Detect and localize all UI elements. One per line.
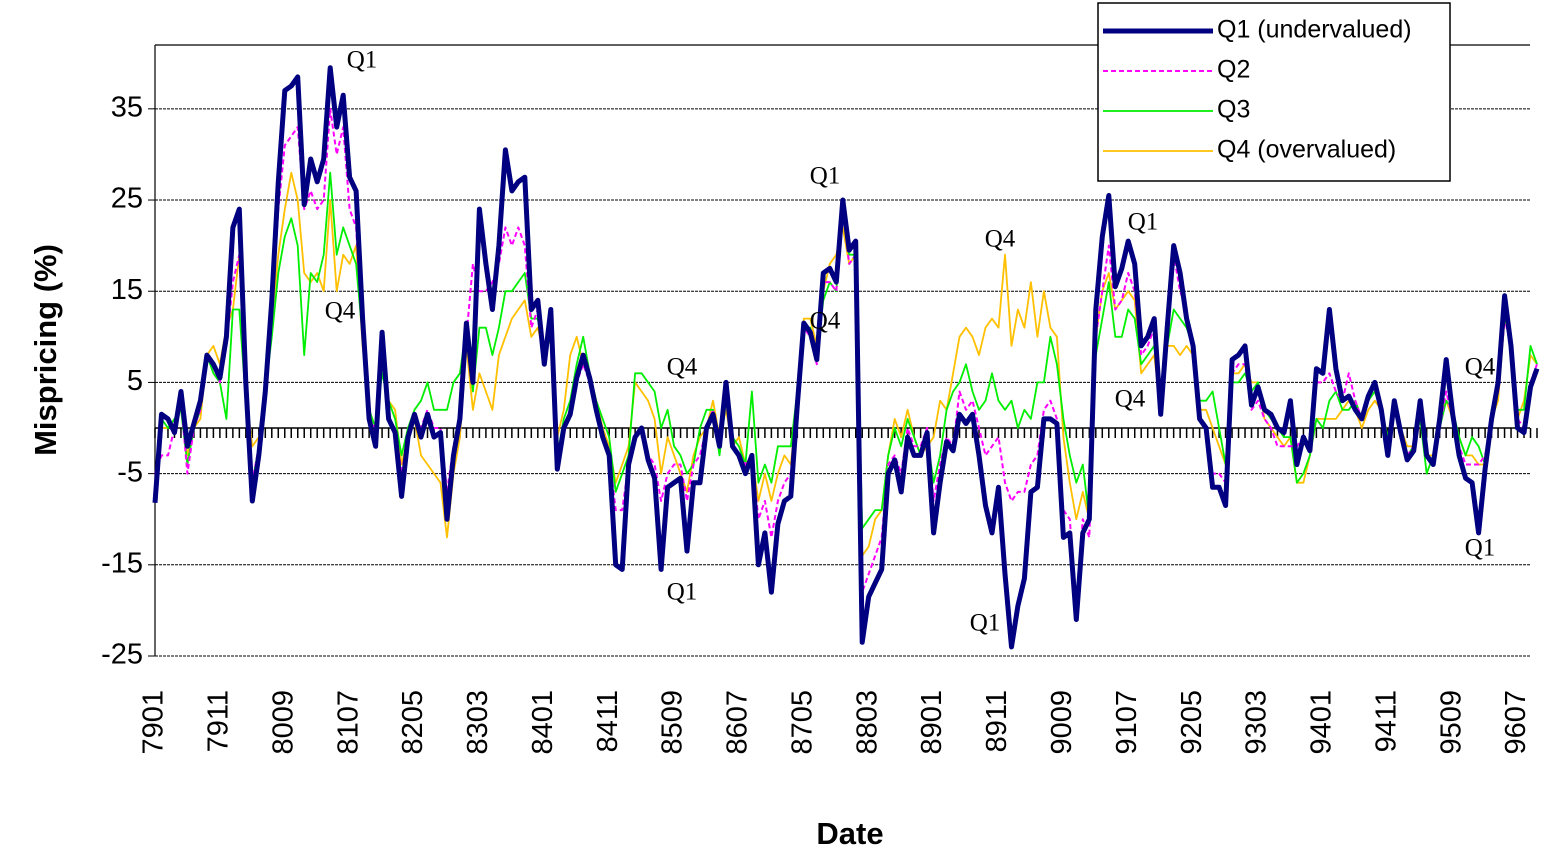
annotation: Q1 <box>1128 209 1159 236</box>
annotation: Q1 <box>970 610 1001 637</box>
legend: Q1 (undervalued) Q2 Q3 Q4 (overvalued) <box>1097 2 1451 182</box>
y-tick-label: 35 <box>111 91 143 123</box>
x-tick-label: 8607 <box>722 690 754 755</box>
y-tick-label: 5 <box>127 365 143 397</box>
x-tick-label: 8901 <box>916 690 948 755</box>
y-tick-label: -25 <box>101 639 143 671</box>
legend-label: Q1 (undervalued) <box>1217 16 1412 44</box>
legend-label: Q4 (overvalued) <box>1217 136 1396 164</box>
y-tick-label: 15 <box>111 274 143 306</box>
annotation: Q4 <box>325 298 356 325</box>
annotation: Q4 <box>667 354 698 381</box>
x-tick-label: 9411 <box>1370 690 1402 752</box>
x-tick-label: 8803 <box>851 690 883 755</box>
x-tick-label: 8107 <box>332 690 364 755</box>
x-tick-label: 9509 <box>1435 690 1467 755</box>
x-tick-label: 8303 <box>462 690 494 755</box>
x-tick-label: 7911 <box>203 690 235 752</box>
y-tick-label: -15 <box>101 547 143 579</box>
x-tick-label: 8911 <box>981 690 1013 752</box>
annotation: Q1 <box>810 163 841 190</box>
annotation: Q1 <box>347 47 378 74</box>
x-tick-label: 9401 <box>1306 690 1338 755</box>
x-axis-title: Date <box>816 816 883 851</box>
annotation: Q1 <box>667 579 698 606</box>
x-tick-label: 8705 <box>786 690 818 755</box>
y-tick-label: -5 <box>117 456 143 488</box>
legend-label: Q3 <box>1217 96 1250 124</box>
x-tick-label: 8009 <box>267 690 299 755</box>
x-tick-label: 9607 <box>1500 690 1532 755</box>
x-tick-label: 8401 <box>527 690 559 755</box>
x-tick-label: 8411 <box>592 690 624 752</box>
y-axis-title: Mispricing (%) <box>28 244 63 456</box>
annotation: Q1 <box>1465 535 1496 562</box>
y-tick-label: 25 <box>111 183 143 215</box>
x-tick-label: 8205 <box>397 690 429 755</box>
series-line <box>152 65 1540 650</box>
annotation: Q4 <box>1465 354 1496 381</box>
x-tick-label: 9009 <box>1046 690 1078 755</box>
annotation: Q4 <box>810 308 841 335</box>
x-tick-label: 9205 <box>1176 690 1208 755</box>
annotation: Q4 <box>985 226 1016 253</box>
x-tick-label: 9107 <box>1111 690 1143 755</box>
series-line <box>154 107 1538 612</box>
legend-label: Q2 <box>1217 56 1250 84</box>
x-tick-label: 9303 <box>1241 690 1273 755</box>
x-tick-label: 8509 <box>657 690 689 755</box>
annotation: Q4 <box>1115 386 1146 413</box>
x-tick-label: 7901 <box>138 690 170 755</box>
